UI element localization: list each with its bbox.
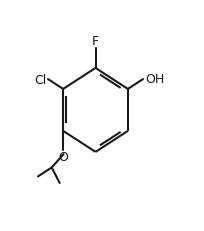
Text: O: O [58, 151, 68, 164]
Text: Cl: Cl [34, 73, 46, 86]
Text: F: F [92, 35, 99, 48]
Text: OH: OH [144, 72, 163, 85]
